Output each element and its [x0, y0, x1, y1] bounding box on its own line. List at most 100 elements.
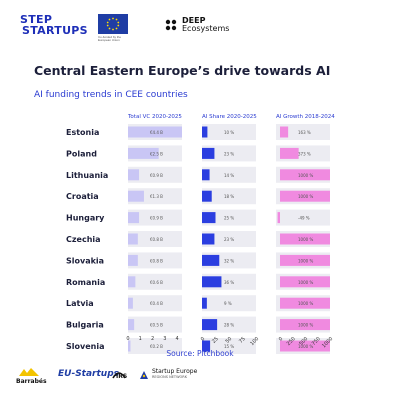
country-label-hungary: Hungary — [66, 214, 105, 223]
panel-title-0: Total VC 2020-2025 — [127, 114, 182, 120]
row-stripe — [276, 209, 330, 226]
tick-label: 1 — [139, 336, 142, 342]
country-label-poland: Poland — [66, 149, 97, 158]
data-label-czechia: 23 % — [224, 237, 234, 242]
tick-label: 750 — [311, 336, 322, 347]
data-label-slovenia: 15 % — [224, 344, 234, 349]
data-label-slovakia: 1000 % — [298, 258, 313, 263]
tick-label: 2 — [151, 336, 154, 342]
country-label-lithuania: Lithuania — [66, 171, 108, 180]
panel-title-2: AI Growth 2018-2024 — [276, 114, 335, 120]
row-stripe — [202, 166, 256, 183]
row-stripe — [202, 145, 256, 162]
data-label-latvia: €0.4 B — [150, 301, 163, 306]
bar-croatia — [280, 190, 330, 202]
data-label-slovakia: 32 % — [224, 258, 234, 263]
data-label-bulgaria: 1000 % — [298, 323, 313, 328]
irs-icon — [112, 366, 126, 384]
bar-romania — [128, 276, 136, 288]
data-label-lithuania: 14 % — [224, 173, 234, 178]
tick-label: 4 — [175, 336, 178, 342]
row-stripe — [128, 252, 182, 269]
data-label-romania: 36 % — [224, 280, 234, 285]
data-label-poland: 373 % — [298, 151, 311, 156]
deep-ecosystems-logo: DEEP Ecosystems — [182, 17, 229, 33]
barrabes-logo: Barrabés — [16, 378, 47, 385]
row-stripe — [202, 231, 256, 247]
country-label-croatia: Croatia — [66, 192, 99, 201]
country-label-estonia: Estonia — [66, 128, 99, 137]
eu-caption: Co-funded by the European Union — [98, 35, 122, 42]
bar-hungary — [202, 212, 216, 224]
bar-poland — [280, 147, 299, 159]
bar-slovakia — [202, 254, 220, 266]
data-label-slovenia: 1000 % — [298, 344, 313, 349]
data-label-czechia: 1000 % — [298, 237, 313, 242]
bar-slovenia — [202, 340, 211, 352]
footer-logos: Barrabés EU-Startups IRS Startup Europe … — [0, 360, 400, 400]
bar-czechia — [280, 233, 330, 245]
row-stripe — [128, 209, 182, 226]
bar-poland — [128, 147, 159, 159]
bar-latvia — [202, 297, 207, 309]
data-label-poland: 23 % — [224, 151, 234, 156]
source-note: Source: Pitchbook — [166, 349, 234, 358]
bar-latvia — [128, 297, 133, 309]
bar-hungary — [128, 212, 140, 224]
bar-czechia — [202, 233, 215, 245]
page-subtitle: AI funding trends in CEE countries — [34, 90, 188, 100]
data-label-latvia: 9 % — [224, 301, 232, 306]
row-stripe — [202, 338, 256, 354]
tick-label: 75 — [238, 336, 247, 345]
eu-startups-logo: EU-Startups — [58, 369, 119, 379]
tick-label: 250 — [286, 336, 297, 347]
bar-slovenia — [280, 340, 330, 352]
bar-romania — [280, 276, 330, 288]
deep-line1: DEEP — [182, 16, 206, 25]
eu-flag-icon — [98, 14, 128, 34]
country-label-romania: Romania — [66, 278, 105, 287]
tick-label: 0 — [126, 336, 129, 342]
country-label-bulgaria: Bulgaria — [66, 321, 104, 330]
row-stripe — [128, 231, 182, 247]
row-stripe — [128, 166, 182, 183]
data-label-hungary: -49 % — [298, 216, 310, 221]
data-label-estonia: 10 % — [224, 130, 234, 135]
tick-label: 100 — [249, 336, 260, 347]
data-label-lithuania: 1000 % — [298, 173, 313, 178]
startup-europe-icon — [138, 368, 150, 386]
country-label-slovakia: Slovakia — [66, 256, 104, 265]
startup-europe-line2: REGIONS NETWORK — [152, 375, 188, 379]
data-label-poland: €2.5 B — [150, 151, 163, 156]
tick-label: 0 — [200, 336, 206, 342]
data-label-romania: 1000 % — [298, 280, 313, 285]
data-label-slovakia: €0.8 B — [150, 258, 163, 263]
bar-slovakia — [280, 254, 330, 266]
bar-latvia — [280, 297, 330, 309]
startup-europe-line1: Startup Europe — [152, 368, 198, 375]
logo-step-line1: STEP — [20, 13, 53, 26]
logo-step-line2: STARTUPS — [22, 24, 88, 37]
row-stripe — [128, 295, 182, 312]
bar-lithuania — [280, 169, 330, 181]
row-stripe — [128, 338, 182, 354]
data-label-romania: €0.6 B — [150, 280, 163, 285]
bar-bulgaria — [202, 319, 218, 331]
header: STEP STARTUPS Co-funded by the European … — [0, 0, 400, 50]
country-label-latvia: Latvia — [66, 299, 94, 308]
data-label-czechia: €0.8 B — [150, 237, 163, 242]
data-label-croatia: 18 % — [224, 194, 234, 199]
row-stripe — [202, 188, 256, 205]
bar-estonia — [280, 126, 289, 138]
data-label-croatia: 1000 % — [298, 194, 313, 199]
bar-croatia — [202, 190, 212, 202]
data-label-bulgaria: €0.5 B — [150, 323, 163, 328]
bar-bulgaria — [280, 319, 330, 331]
deep-line2: Ecosystems — [182, 24, 230, 33]
bar-estonia — [202, 126, 208, 138]
bar-poland — [202, 147, 215, 159]
tick-label: 500 — [298, 336, 309, 347]
data-label-bulgaria: 28 % — [224, 323, 234, 328]
row-stripe — [202, 124, 256, 140]
